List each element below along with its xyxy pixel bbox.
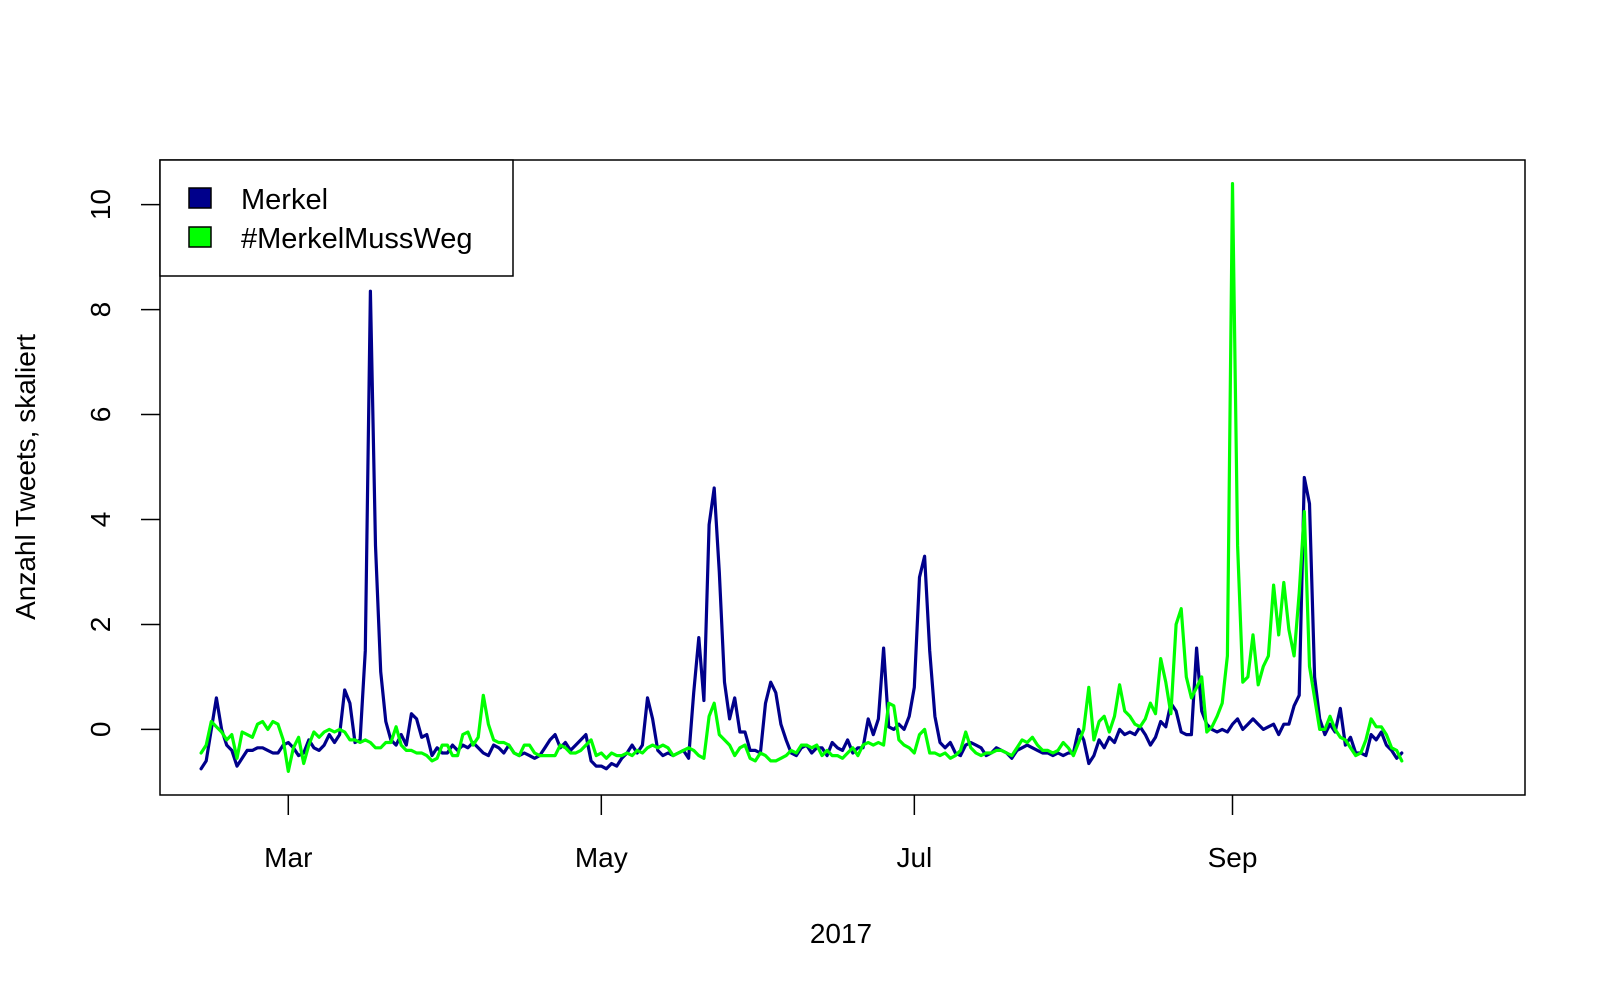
y-tick-label: 0 — [85, 722, 116, 738]
y-axis-title: Anzahl Tweets, skaliert — [10, 334, 41, 620]
x-axis: Mar May Jul Sep — [264, 795, 1257, 873]
y-tick-label: 4 — [85, 512, 116, 528]
y-tick-label: 10 — [85, 189, 116, 220]
y-tick-marks — [141, 203, 160, 731]
x-tick-label: Jul — [896, 842, 932, 873]
legend-swatch-merkel — [188, 187, 212, 209]
x-axis-title: 2017 — [810, 918, 872, 949]
legend-label-merkel: Merkel — [241, 184, 328, 216]
y-axis: 0 2 4 6 8 10 — [85, 189, 160, 737]
legend-label-merkelmussweg: #MerkelMussWeg — [241, 223, 473, 255]
series-lines — [199, 182, 1404, 774]
x-tick-label: Sep — [1208, 842, 1258, 873]
x-tick-label: May — [575, 842, 628, 873]
y-tick-labels: 0 2 4 6 8 10 — [85, 189, 116, 737]
x-tick-label: Mar — [264, 842, 312, 873]
legend: Merkel #MerkelMussWeg — [159, 159, 514, 277]
x-tick-marks — [287, 795, 1234, 815]
x-tick-labels: Mar May Jul Sep — [264, 842, 1257, 873]
y-tick-label: 8 — [85, 302, 116, 318]
y-tick-label: 2 — [85, 617, 116, 633]
plot-frame — [159, 159, 1526, 796]
legend-swatch-merkelmussweg — [188, 226, 212, 248]
legend-box — [159, 159, 514, 277]
y-tick-label: 6 — [85, 407, 116, 423]
series-line-merkelmussweg — [199, 182, 1404, 774]
